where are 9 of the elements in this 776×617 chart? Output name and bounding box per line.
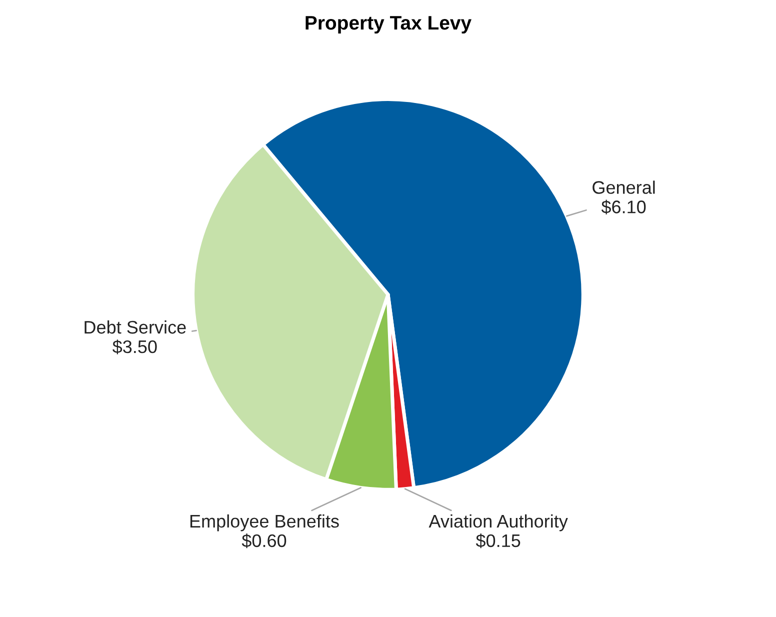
data-label: $3.50 xyxy=(112,340,157,354)
slice-label: General xyxy=(592,180,655,194)
chart-title: Property Tax Levy xyxy=(306,16,472,34)
slice-label: Debt Service xyxy=(84,320,186,334)
data-label: $0.60 xyxy=(242,534,286,548)
data-label: $0.15 xyxy=(476,534,520,548)
data-label: $6.10 xyxy=(601,200,646,214)
slice-label: Aviation Authority xyxy=(428,514,568,532)
slice-label: Employee Benefits xyxy=(190,514,339,532)
